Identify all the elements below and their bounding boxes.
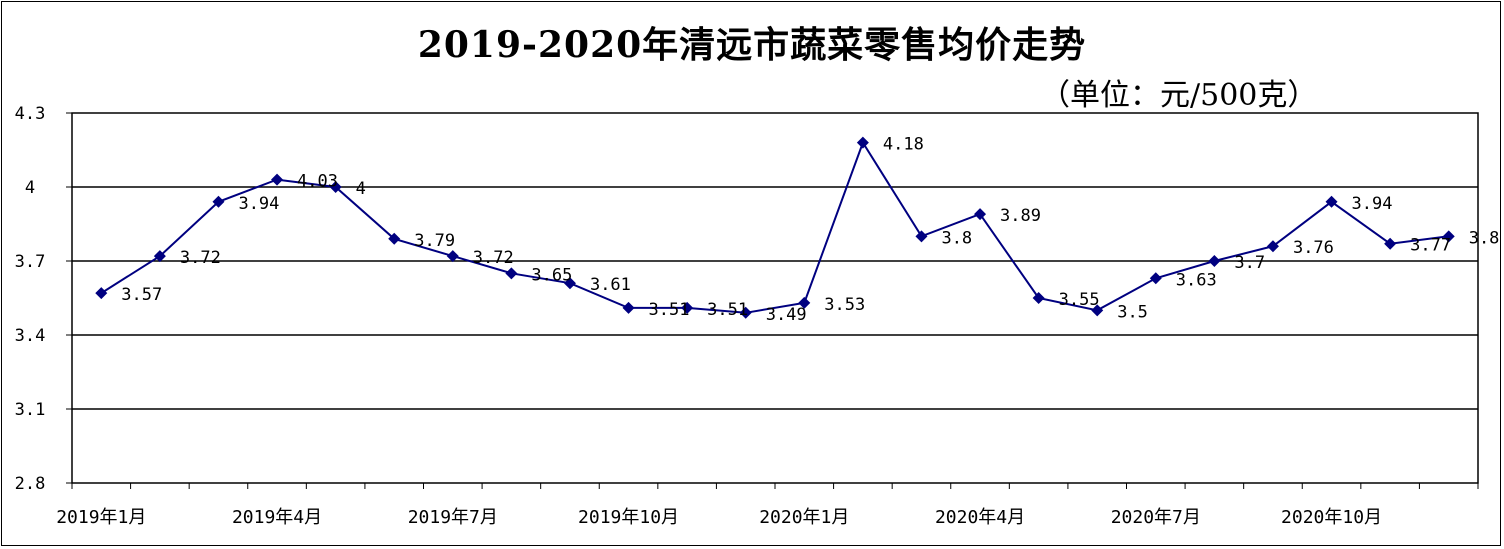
data-label: 3.57 xyxy=(121,285,162,305)
data-label: 3.94 xyxy=(1352,194,1393,214)
x-tick-label: 2019年10月 xyxy=(578,507,679,528)
x-tick-label: 2020年7月 xyxy=(1111,507,1201,528)
data-label: 3.7 xyxy=(1234,253,1265,273)
data-labels: 3.57 3.72 3.94 4.03 4 3.79 3.72 3.65 3.61 3.51 3.5… xyxy=(121,135,1499,325)
data-label: 3.72 xyxy=(473,248,514,268)
x-tick-label: 2019年7月 xyxy=(408,507,498,528)
data-point xyxy=(563,277,576,290)
data-point xyxy=(681,301,694,314)
data-point xyxy=(1266,240,1279,253)
data-point xyxy=(1032,292,1045,304)
data-point xyxy=(622,301,635,314)
data-label: 3.49 xyxy=(766,305,807,325)
data-point xyxy=(1149,272,1162,285)
data-point xyxy=(446,250,459,263)
y-tick-label: 3.4 xyxy=(15,326,46,346)
gridlines xyxy=(72,186,1478,410)
x-tick-label: 2020年1月 xyxy=(759,507,849,528)
x-tick-label: 2019年1月 xyxy=(56,507,146,528)
x-tick-label: 2020年10月 xyxy=(1281,507,1382,528)
y-tick-label: 4.3 xyxy=(15,104,46,124)
data-label: 3.5 xyxy=(1117,302,1148,322)
data-label: 3.65 xyxy=(531,265,572,285)
data-point xyxy=(798,296,811,309)
series-line xyxy=(100,140,1449,314)
data-point xyxy=(915,230,928,243)
data-point xyxy=(856,136,869,149)
data-label: 3.63 xyxy=(1176,270,1217,290)
data-point xyxy=(1384,237,1397,250)
data-point xyxy=(329,181,342,193)
data-point xyxy=(388,232,401,245)
data-label: 3.55 xyxy=(1059,290,1100,310)
data-label: 3.77 xyxy=(1410,236,1451,256)
data-point xyxy=(1091,304,1104,317)
markers xyxy=(95,136,1455,319)
data-point xyxy=(739,306,752,319)
data-label: 3.61 xyxy=(590,275,631,295)
data-point xyxy=(1325,195,1338,208)
data-label: 3.94 xyxy=(238,194,279,214)
data-label: 3.51 xyxy=(649,300,690,320)
data-point xyxy=(95,287,108,300)
data-point xyxy=(505,267,518,280)
data-label: 3.53 xyxy=(824,295,865,315)
x-tick-label: 2019年4月 xyxy=(232,507,322,528)
y-tick-label: 3.1 xyxy=(15,400,46,420)
y-tick-label: 4 xyxy=(25,178,35,198)
data-label: 3.8 xyxy=(941,228,972,248)
x-tick-label: 2020年4月 xyxy=(935,507,1025,528)
data-label: 3.72 xyxy=(180,248,221,268)
data-point xyxy=(1442,230,1455,243)
plot-area xyxy=(71,112,1479,484)
data-label: 3.79 xyxy=(414,231,455,251)
chart-title: 2019-2020年清远市蔬菜零售均价走势 xyxy=(417,24,1087,66)
data-point xyxy=(212,195,225,208)
data-label: 4 xyxy=(356,179,366,199)
data-point xyxy=(271,173,284,186)
unit-label: （单位：元/500克） xyxy=(1040,78,1318,113)
data-label: 4.18 xyxy=(883,135,924,155)
data-point xyxy=(1208,255,1221,267)
data-label: 4.03 xyxy=(297,172,338,192)
data-label: 3.51 xyxy=(707,300,748,320)
data-label: 3.8 xyxy=(1469,228,1500,248)
data-point xyxy=(974,208,987,221)
axes: 4.3 4 3.7 3.4 3.1 2.8 2019年1月 2019年4月 2019年7月 201… xyxy=(15,104,1479,528)
data-label: 3.89 xyxy=(1000,206,1041,226)
data-label: 3.76 xyxy=(1293,238,1334,258)
data-point xyxy=(153,250,166,263)
y-tick-label: 3.7 xyxy=(15,252,46,272)
y-tick-label: 2.8 xyxy=(15,474,46,494)
